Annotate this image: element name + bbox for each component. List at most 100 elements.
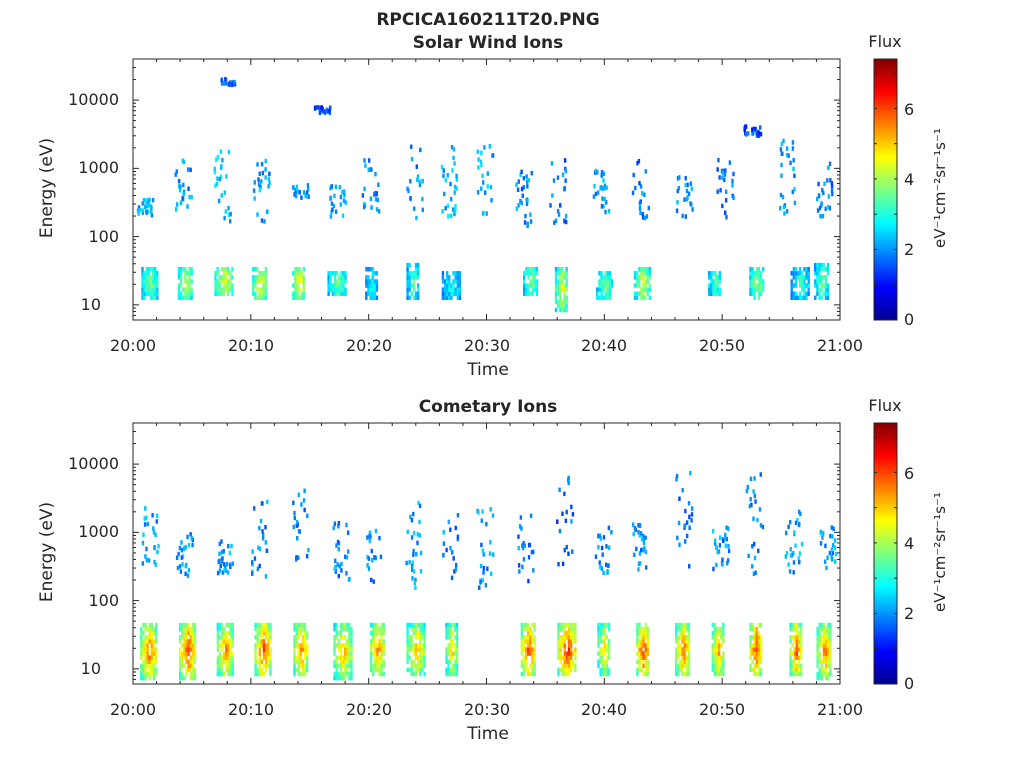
heatmap-cell: [681, 655, 684, 660]
heatmap-cell: [257, 545, 260, 551]
heatmap-cell: [148, 635, 151, 640]
heatmap-cell: [678, 496, 681, 501]
heatmap-cell: [452, 287, 455, 292]
heatmap-cell: [181, 655, 184, 660]
heatmap-cell: [183, 630, 186, 636]
heatmap-cell: [713, 643, 717, 648]
heatmap-cell: [445, 275, 449, 280]
heatmap-cell: [333, 275, 337, 280]
heatmap-cell: [451, 639, 455, 644]
heatmap-cell: [149, 275, 153, 280]
heatmap-cell: [335, 667, 338, 673]
heatmap-cell: [347, 549, 350, 554]
heatmap-cell: [369, 639, 373, 644]
heatmap-cell: [605, 659, 609, 665]
heatmap-cell: [148, 671, 151, 677]
heatmap-cell: [137, 211, 140, 216]
heatmap-cell: [188, 266, 191, 272]
heatmap-cell: [522, 663, 526, 669]
heatmap-cell: [753, 655, 756, 660]
heatmap-cell: [146, 203, 149, 209]
heatmap-cell: [299, 655, 303, 660]
heatmap-cell: [805, 283, 808, 288]
heatmap-cell: [757, 287, 761, 292]
heatmap-cell: [723, 172, 727, 177]
heatmap-cell: [380, 659, 383, 665]
heatmap-cell: [260, 179, 263, 184]
heatmap-cell: [147, 291, 151, 296]
heatmap-cell: [220, 626, 224, 632]
heatmap-cell: [456, 534, 460, 540]
heatmap-cell: [565, 671, 569, 677]
heatmap-cell: [220, 663, 224, 669]
heatmap-cell: [445, 626, 448, 632]
heatmap-cell: [455, 671, 459, 677]
heatmap-cell: [293, 667, 296, 673]
heatmap-cell: [254, 647, 257, 652]
heatmap-cell: [258, 626, 262, 632]
heatmap-cell: [563, 667, 566, 673]
heatmap-cell: [482, 552, 485, 557]
heatmap-cell: [150, 643, 154, 648]
heatmap-cell: [558, 487, 561, 493]
heatmap-cell: [531, 635, 534, 640]
heatmap-cell: [683, 663, 686, 669]
heatmap-cell: [638, 275, 641, 280]
heatmap-cell: [156, 271, 159, 276]
heatmap-cell: [258, 171, 261, 176]
heatmap-cell: [148, 667, 151, 673]
heatmap-cell: [449, 213, 453, 219]
heatmap-cell: [820, 262, 823, 268]
heatmap-cell: [791, 140, 795, 145]
heatmap-cell: [525, 174, 528, 179]
heatmap-cell: [640, 266, 643, 272]
heatmap-cell: [749, 626, 752, 632]
heatmap-cell: [301, 639, 305, 644]
heatmap-cell: [685, 639, 689, 644]
heatmap-cell: [751, 543, 754, 549]
heatmap-cell: [305, 655, 309, 660]
heatmap-cell: [344, 275, 347, 280]
heatmap-cell: [530, 550, 534, 555]
heatmap-cell: [193, 643, 197, 648]
heatmap-cell: [814, 295, 817, 301]
heatmap-cell: [413, 580, 416, 586]
heatmap-cell: [517, 203, 520, 208]
heatmap-cell: [346, 655, 349, 660]
heatmap-cell: [154, 635, 158, 640]
heatmap-cell: [681, 626, 684, 632]
heatmap-cell: [218, 643, 222, 648]
heatmap-cell: [371, 651, 375, 656]
heatmap-cell: [794, 271, 798, 276]
heatmap-cell: [346, 530, 350, 535]
heatmap-cell: [529, 630, 532, 636]
heatmap-cell: [482, 570, 485, 575]
heatmap-cell: [294, 271, 297, 276]
heatmap-cell: [412, 530, 416, 536]
heatmap-cell: [606, 271, 610, 276]
heatmap-cell: [220, 165, 223, 171]
heatmap-cell: [231, 266, 234, 272]
heatmap-cell: [410, 275, 414, 280]
heatmap-cell: [219, 563, 222, 569]
heatmap-cell: [793, 667, 796, 673]
heatmap-cell: [824, 283, 828, 288]
heatmap-cell: [751, 271, 754, 276]
heatmap-cell: [789, 659, 792, 665]
heatmap-cell: [683, 659, 686, 665]
heatmap-cell: [603, 185, 607, 191]
heatmap-cell: [182, 191, 185, 197]
heatmap-cell: [147, 558, 151, 563]
heatmap-cell: [606, 283, 610, 288]
heatmap-cell: [229, 667, 232, 673]
heatmap-cell: [759, 271, 763, 276]
heatmap-cell: [227, 651, 230, 656]
heatmap-cells: [136, 76, 834, 313]
heatmap-cell: [598, 533, 602, 538]
heatmap-cell: [346, 663, 349, 669]
heatmap-cell: [300, 275, 303, 280]
heatmap-cell: [563, 671, 566, 677]
heatmap-cell: [490, 198, 493, 203]
heatmap-cell: [640, 547, 643, 553]
heatmap-cell: [293, 651, 296, 656]
